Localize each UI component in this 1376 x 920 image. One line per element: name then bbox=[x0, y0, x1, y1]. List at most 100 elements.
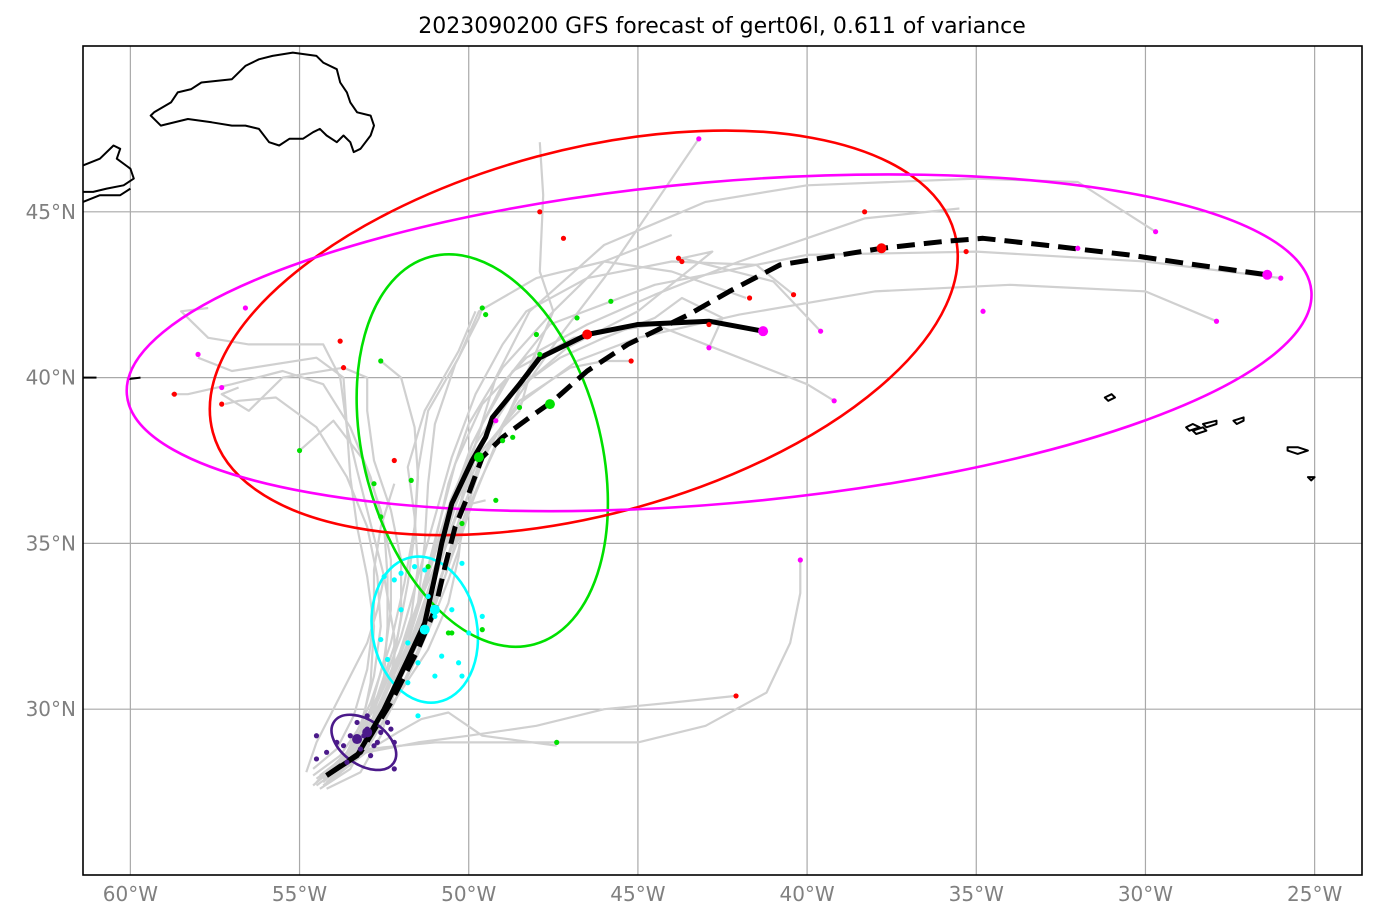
lon-tick-label: 60°W bbox=[103, 882, 158, 906]
magenta-member-point bbox=[242, 305, 249, 311]
green-member-point bbox=[296, 447, 303, 454]
map-title: 2023090200 GFS forecast of gert06l, 0.61… bbox=[418, 14, 1026, 39]
green-member-point bbox=[554, 739, 560, 745]
cyan-member-point bbox=[425, 593, 431, 600]
green-member-point bbox=[371, 481, 377, 487]
indigo-member-point bbox=[334, 739, 340, 745]
magenta-member-point bbox=[219, 384, 225, 391]
member-track-line bbox=[220, 366, 403, 790]
indigo-member-point bbox=[354, 719, 360, 726]
red-member-point bbox=[537, 209, 543, 215]
magenta-member-point bbox=[195, 351, 201, 357]
coastline bbox=[1185, 423, 1201, 432]
indigo-member-point bbox=[344, 759, 350, 765]
indigo-member-point bbox=[378, 729, 384, 736]
coastline bbox=[82, 144, 135, 193]
red-member-point bbox=[675, 255, 682, 261]
uncertainty-ellipses bbox=[125, 129, 1313, 772]
coastlines bbox=[82, 51, 1316, 482]
cyan-member-point bbox=[405, 680, 411, 686]
cyan-mean-point bbox=[419, 624, 430, 635]
red-mean-point bbox=[876, 243, 887, 254]
magenta-mean-point bbox=[758, 326, 769, 337]
coastline bbox=[1202, 419, 1218, 429]
coastline bbox=[82, 187, 131, 203]
green-member-point bbox=[493, 497, 499, 503]
magenta-ellipse bbox=[125, 173, 1313, 513]
green-member-point bbox=[408, 477, 414, 483]
indigo-member-point bbox=[391, 766, 397, 772]
cyan-member-point bbox=[381, 573, 387, 580]
track-position-markers bbox=[171, 136, 1284, 772]
green-member-point bbox=[459, 520, 465, 527]
cyan-member-point bbox=[449, 607, 455, 613]
indigo-member-point bbox=[313, 733, 320, 739]
member-track-line bbox=[367, 560, 802, 751]
indigo-member-point bbox=[371, 743, 377, 749]
cyan-member-point bbox=[466, 630, 472, 636]
magenta-member-point bbox=[831, 398, 837, 404]
red-member-point bbox=[171, 391, 177, 397]
cyan-member-point bbox=[398, 570, 404, 576]
lat-tick-label: 30°N bbox=[26, 697, 76, 721]
coastline bbox=[1286, 446, 1309, 455]
indigo-member-point bbox=[313, 756, 320, 762]
lon-tick-label: 25°W bbox=[1287, 882, 1342, 906]
cyan-member-point bbox=[422, 567, 428, 573]
member-track-line bbox=[224, 396, 382, 777]
red-member-point bbox=[679, 258, 685, 265]
red-member-point bbox=[219, 401, 225, 407]
magenta-member-point bbox=[696, 136, 702, 142]
indigo-member-point bbox=[368, 753, 374, 759]
red-member-point bbox=[706, 321, 712, 328]
member-track-line bbox=[305, 576, 386, 773]
red-member-point bbox=[340, 365, 347, 371]
cyan-member-point bbox=[479, 613, 485, 619]
cyan-member-point bbox=[405, 640, 411, 646]
coastline bbox=[1103, 393, 1116, 402]
indigo-member-point bbox=[374, 739, 380, 745]
cyan-member-point bbox=[378, 636, 384, 643]
green-member-point bbox=[483, 311, 489, 318]
indigo-member-point bbox=[391, 739, 397, 745]
indigo-mean-point bbox=[352, 734, 363, 745]
lon-tick-label: 35°W bbox=[949, 882, 1004, 906]
green-mean-point bbox=[473, 452, 484, 463]
green-member-point bbox=[378, 358, 384, 364]
coastline bbox=[1232, 416, 1245, 425]
indigo-mean-point bbox=[362, 727, 373, 738]
coastline bbox=[1191, 426, 1208, 435]
cyan-member-point bbox=[391, 577, 397, 583]
cyan-member-point bbox=[398, 607, 404, 613]
red-member-point bbox=[391, 457, 397, 464]
member-track-line bbox=[298, 419, 392, 777]
coastline bbox=[149, 51, 375, 154]
cyan-member-point bbox=[439, 653, 445, 659]
green-member-point bbox=[533, 331, 540, 338]
lon-tick-label: 40°W bbox=[779, 882, 834, 906]
cyan-ellipse bbox=[370, 555, 480, 704]
map-frame bbox=[82, 45, 1363, 876]
member-track-line bbox=[197, 356, 376, 787]
cyan-member-point bbox=[384, 656, 391, 663]
indigo-member-point bbox=[388, 726, 394, 732]
green-member-point bbox=[378, 514, 384, 520]
magenta-member-point bbox=[1075, 245, 1081, 251]
red-member-point bbox=[963, 248, 969, 255]
member-track-line bbox=[350, 694, 737, 757]
red-member-point bbox=[733, 693, 739, 699]
cyan-member-point bbox=[459, 673, 465, 679]
cyan-member-point bbox=[411, 564, 418, 570]
member-track-line bbox=[339, 711, 557, 774]
indigo-member-point bbox=[340, 743, 347, 749]
lat-tick-label: 35°N bbox=[26, 531, 76, 555]
lon-tick-label: 30°W bbox=[1118, 882, 1173, 906]
green-member-point bbox=[608, 298, 614, 304]
cyan-member-point bbox=[459, 560, 465, 566]
red-member-point bbox=[560, 235, 567, 241]
coastline bbox=[1306, 476, 1316, 482]
green-member-point bbox=[479, 627, 485, 633]
indigo-member-point bbox=[364, 713, 370, 719]
green-ellipse bbox=[355, 253, 610, 649]
